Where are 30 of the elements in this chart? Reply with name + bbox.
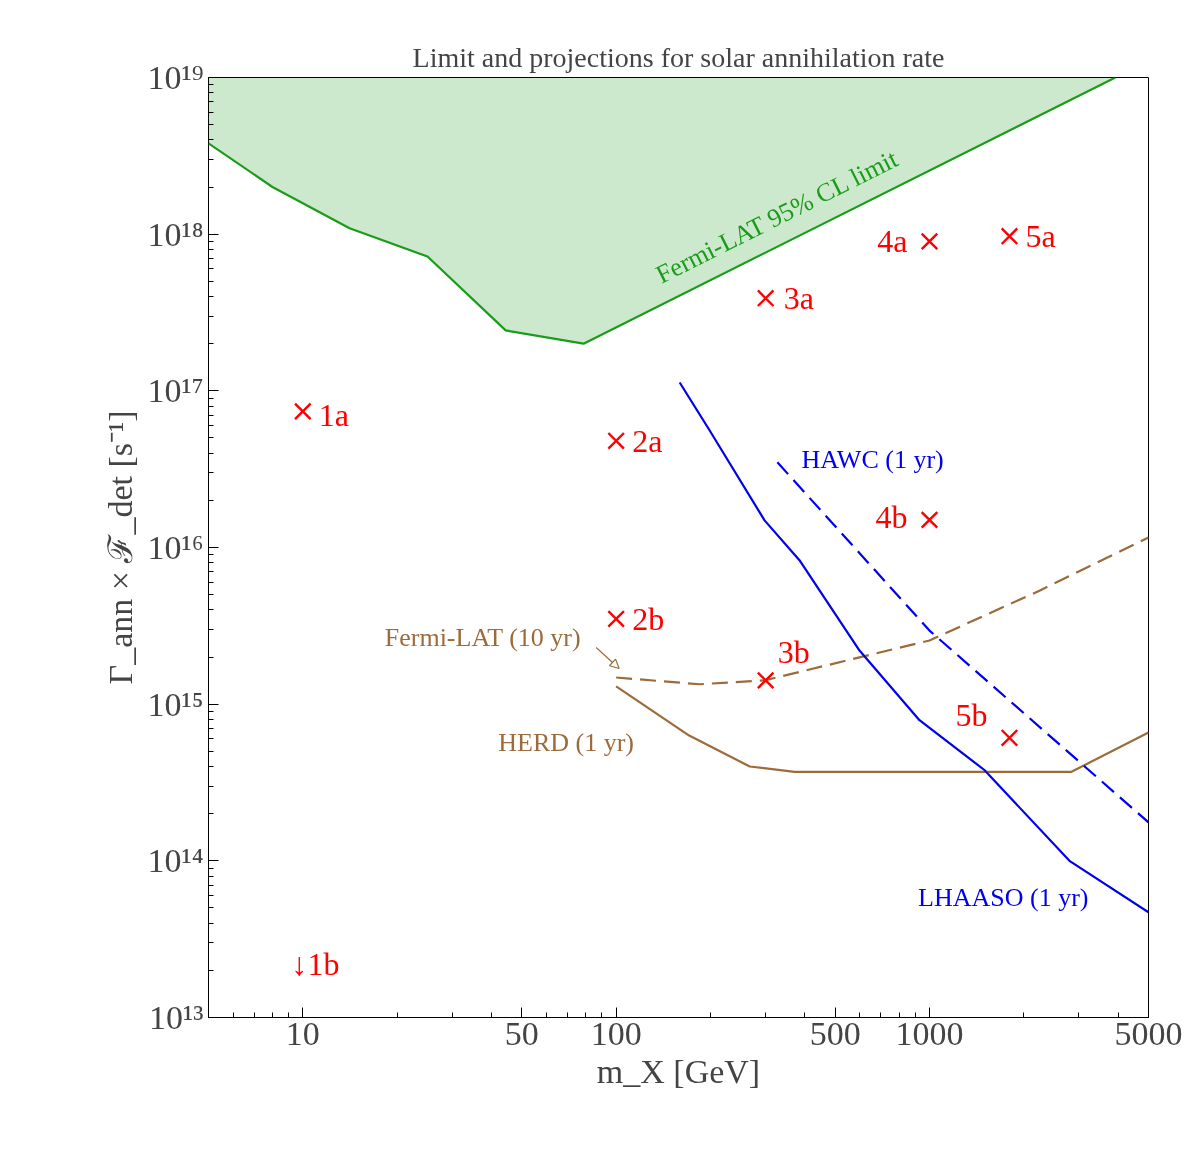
annotation: 3b [777,634,810,671]
annotation: 2a [632,422,663,459]
y-tick-label: 10¹⁸ [147,215,204,253]
annotation: 1a [318,397,350,434]
y-tick-label: 10¹⁵ [147,685,204,723]
series-label: Fermi-LAT (10 yr) [384,622,581,652]
series-label: HERD (1 yr) [498,727,635,757]
y-axis-title: Γ_ann × ℱ_det [s⁻¹] [102,410,140,685]
series-label: LHAASO (1 yr) [918,882,1089,912]
annotation: 2b [632,600,665,637]
y-tick-label: 10¹⁷ [147,372,204,410]
x-axis-title: m_X [GeV] [596,1052,761,1090]
annotation: 4b [875,498,908,535]
annotation: 5a [1025,218,1056,255]
x-tick-label: 5000 [1114,1014,1183,1052]
series-label: HAWC (1 yr) [801,444,944,474]
annotation: 5b [955,696,988,733]
chart-title: Limit and projections for solar annihilation rate [412,41,945,73]
y-tick-label: 10¹³ [149,999,204,1036]
x-tick-label: 1000 [895,1014,964,1052]
annotation: ↓1b [291,945,340,982]
annotation: 3a [783,280,814,317]
x-tick-label: 10 [285,1014,320,1052]
x-tick-label: 50 [504,1014,539,1052]
x-tick-label: 100 [590,1014,642,1052]
y-tick-label: 10¹⁹ [147,59,204,96]
x-tick-label: 500 [809,1014,861,1052]
y-tick-label: 10¹⁶ [147,529,204,566]
y-tick-label: 10¹⁴ [147,842,204,880]
annotation: 4a [877,223,908,260]
